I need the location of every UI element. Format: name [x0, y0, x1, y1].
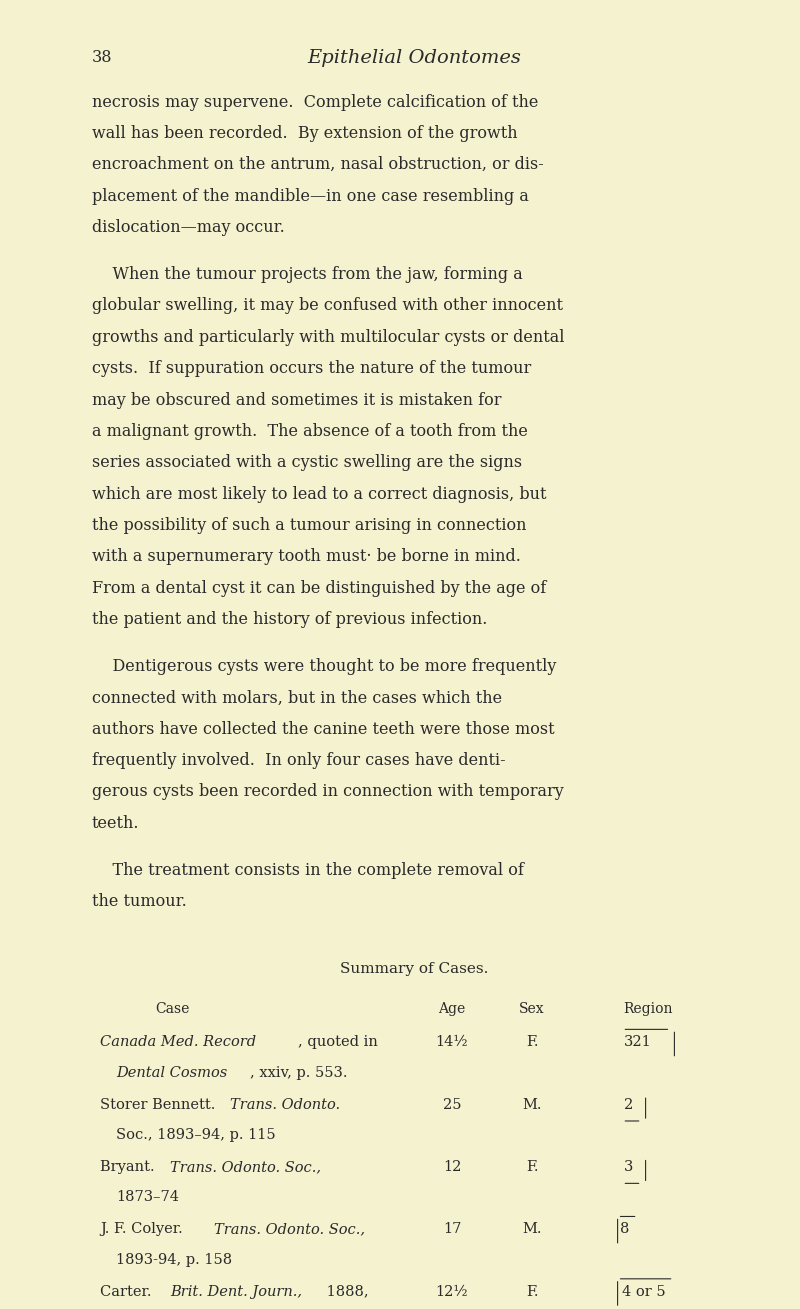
Text: 12½: 12½: [436, 1284, 468, 1299]
Text: the tumour.: the tumour.: [92, 893, 186, 910]
Text: 38: 38: [92, 50, 113, 67]
Text: Dental Cosmos: Dental Cosmos: [116, 1066, 227, 1080]
Text: Storer Bennett.: Storer Bennett.: [100, 1097, 225, 1111]
Text: From a dental cyst it can be distinguished by the age of: From a dental cyst it can be distinguish…: [92, 580, 546, 597]
Text: J. F. Colyer.: J. F. Colyer.: [100, 1223, 192, 1236]
Text: 2: 2: [624, 1097, 634, 1111]
Text: gerous cysts been recorded in connection with temporary: gerous cysts been recorded in connection…: [92, 784, 564, 801]
Text: growths and particularly with multilocular cysts or dental: growths and particularly with multilocul…: [92, 329, 565, 346]
Text: The treatment consists in the complete removal of: The treatment consists in the complete r…: [92, 861, 524, 878]
Text: teeth.: teeth.: [92, 814, 139, 831]
Text: 25: 25: [442, 1097, 462, 1111]
Text: Epithelial Odontomes: Epithelial Odontomes: [307, 50, 521, 67]
Text: may be obscured and sometimes it is mistaken for: may be obscured and sometimes it is mist…: [92, 391, 502, 408]
Text: 4 or 5: 4 or 5: [622, 1284, 666, 1299]
Text: Sex: Sex: [519, 1001, 545, 1016]
Text: 321: 321: [624, 1035, 652, 1050]
Text: F.: F.: [526, 1284, 538, 1299]
Text: , quoted in: , quoted in: [298, 1035, 378, 1050]
Text: wall has been recorded.  By extension of the growth: wall has been recorded. By extension of …: [92, 124, 518, 141]
Text: 12: 12: [443, 1160, 461, 1174]
Text: the possibility of such a tumour arising in connection: the possibility of such a tumour arising…: [92, 517, 526, 534]
Text: connected with molars, but in the cases which the: connected with molars, but in the cases …: [92, 690, 502, 707]
Text: M.: M.: [522, 1097, 542, 1111]
Text: Carter.: Carter.: [100, 1284, 161, 1299]
Text: Trans. Odonto. Soc.,: Trans. Odonto. Soc.,: [170, 1160, 321, 1174]
Text: Soc., 1893–94, p. 115: Soc., 1893–94, p. 115: [116, 1128, 276, 1141]
Text: Case: Case: [155, 1001, 189, 1016]
Text: which are most likely to lead to a correct diagnosis, but: which are most likely to lead to a corre…: [92, 486, 546, 503]
Text: Age: Age: [438, 1001, 466, 1016]
Text: globular swelling, it may be confused with other innocent: globular swelling, it may be confused wi…: [92, 297, 563, 314]
Text: Brit. Dent. Journ.,: Brit. Dent. Journ.,: [170, 1284, 302, 1299]
Text: 17: 17: [443, 1223, 461, 1236]
Text: Dentigerous cysts were thought to be more frequently: Dentigerous cysts were thought to be mor…: [92, 658, 556, 675]
Text: Region: Region: [623, 1001, 673, 1016]
Text: the patient and the history of previous infection.: the patient and the history of previous …: [92, 611, 487, 628]
Text: 1893-94, p. 158: 1893-94, p. 158: [116, 1253, 232, 1267]
Text: cysts.  If suppuration occurs the nature of the tumour: cysts. If suppuration occurs the nature …: [92, 360, 531, 377]
Text: 14½: 14½: [436, 1035, 468, 1050]
Text: encroachment on the antrum, nasal obstruction, or dis-: encroachment on the antrum, nasal obstru…: [92, 156, 544, 173]
Text: Bryant.: Bryant.: [100, 1160, 164, 1174]
Text: frequently involved.  In only four cases have denti-: frequently involved. In only four cases …: [92, 753, 506, 770]
Text: F.: F.: [526, 1035, 538, 1050]
Text: 8: 8: [620, 1223, 630, 1236]
Text: M.: M.: [522, 1223, 542, 1236]
Text: necrosis may supervene.  Complete calcification of the: necrosis may supervene. Complete calcifi…: [92, 94, 538, 110]
Text: authors have collected the canine teeth were those most: authors have collected the canine teeth …: [92, 721, 554, 738]
Text: 1888,: 1888,: [322, 1284, 369, 1299]
Text: 1873–74: 1873–74: [116, 1190, 179, 1204]
Text: with a supernumerary tooth must· be borne in mind.: with a supernumerary tooth must· be born…: [92, 548, 521, 565]
Text: dislocation—may occur.: dislocation—may occur.: [92, 219, 285, 236]
Text: Canada Med. Record: Canada Med. Record: [100, 1035, 256, 1050]
Text: Trans. Odonto.: Trans. Odonto.: [230, 1097, 340, 1111]
Text: placement of the mandible—in one case resembling a: placement of the mandible—in one case re…: [92, 187, 529, 204]
Text: 3: 3: [624, 1160, 634, 1174]
Text: F.: F.: [526, 1160, 538, 1174]
Text: series associated with a cystic swelling are the signs: series associated with a cystic swelling…: [92, 454, 522, 471]
Text: , xxiv, p. 553.: , xxiv, p. 553.: [250, 1066, 347, 1080]
Text: Summary of Cases.: Summary of Cases.: [340, 962, 488, 977]
Text: a malignant growth.  The absence of a tooth from the: a malignant growth. The absence of a too…: [92, 423, 528, 440]
Text: When the tumour projects from the jaw, forming a: When the tumour projects from the jaw, f…: [92, 266, 522, 283]
Text: Trans. Odonto. Soc.,: Trans. Odonto. Soc.,: [214, 1223, 366, 1236]
